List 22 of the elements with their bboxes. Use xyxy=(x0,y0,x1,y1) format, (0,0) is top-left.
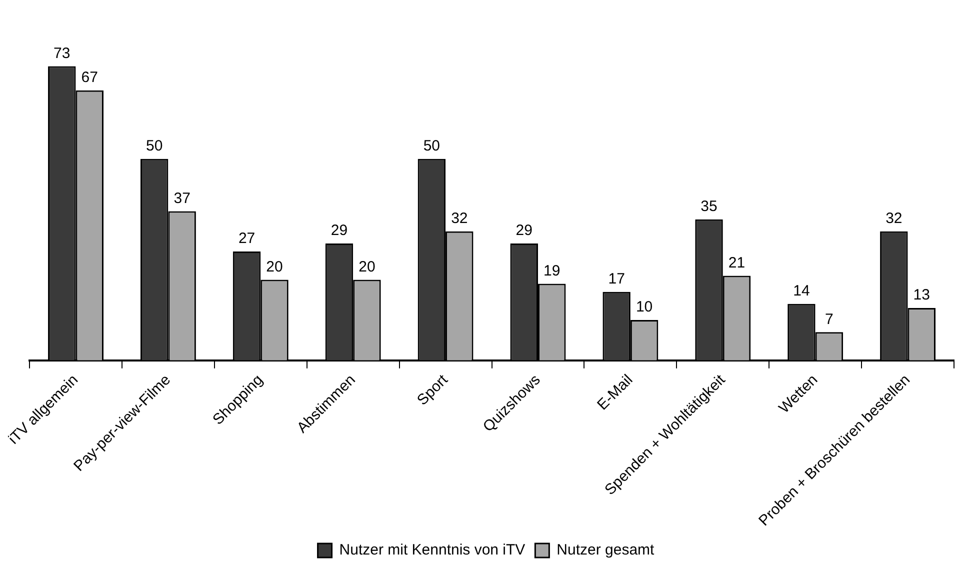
legend-label: Nutzer mit Kenntnis von iTV xyxy=(339,542,526,559)
data-label: 29 xyxy=(330,222,348,240)
data-label: 7 xyxy=(825,310,834,328)
legend-label: Nutzer gesamt xyxy=(556,542,656,559)
data-label: 13 xyxy=(913,286,930,304)
data-label: 14 xyxy=(793,282,810,300)
data-label: 29 xyxy=(516,222,532,240)
data-label: 20 xyxy=(266,258,283,276)
data-label: 50 xyxy=(146,138,163,155)
data-label: 35 xyxy=(700,198,718,215)
data-label: 67 xyxy=(81,69,98,86)
data-label: 32 xyxy=(451,210,468,228)
data-label: 19 xyxy=(544,262,560,280)
data-label: 10 xyxy=(636,298,653,316)
data-label: 50 xyxy=(423,138,440,155)
data-label: 73 xyxy=(54,44,70,62)
data-label: 21 xyxy=(728,254,746,272)
data-label: 37 xyxy=(174,190,190,207)
data-label: 27 xyxy=(238,230,256,248)
data-label: 20 xyxy=(358,258,376,276)
data-label: 17 xyxy=(608,270,625,288)
data-label: 32 xyxy=(886,210,902,228)
